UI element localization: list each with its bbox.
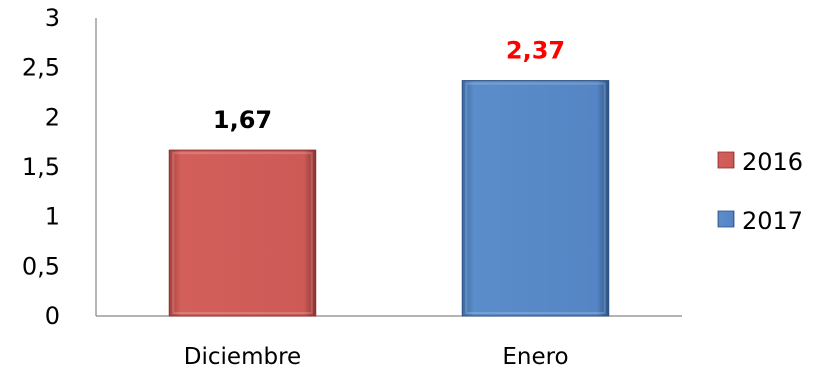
y-tick-label: 0,5 bbox=[22, 252, 60, 280]
x-tick-labels: Diciembre Enero bbox=[184, 344, 569, 370]
y-tick-label: 2 bbox=[45, 103, 60, 131]
x-tick-label: Enero bbox=[502, 344, 568, 370]
y-tick-label: 2,5 bbox=[22, 54, 60, 82]
bars bbox=[168, 80, 610, 317]
legend-label-2016: 2016 bbox=[742, 148, 803, 176]
y-tick-label: 3 bbox=[45, 4, 60, 32]
legend: 2016 2017 bbox=[717, 148, 803, 235]
y-tick-labels: 0 0,5 1 1,5 2 2,5 3 bbox=[22, 4, 60, 330]
legend-swatch-2016 bbox=[717, 151, 735, 169]
bar-highlight bbox=[172, 152, 313, 314]
bar-highlight bbox=[465, 82, 606, 314]
data-label: 2,37 bbox=[506, 37, 565, 65]
legend-label-2017: 2017 bbox=[742, 207, 803, 235]
bar-2017-enero bbox=[461, 80, 610, 317]
bar-2016-diciembre bbox=[168, 149, 317, 317]
y-tick-label: 1 bbox=[45, 203, 60, 231]
y-tick-label: 1,5 bbox=[22, 153, 60, 181]
x-tick-label: Diciembre bbox=[184, 344, 301, 370]
data-labels: 1,67 2,37 bbox=[213, 37, 565, 135]
legend-swatch-2017 bbox=[717, 210, 735, 228]
data-label: 1,67 bbox=[213, 106, 272, 134]
y-tick-label: 0 bbox=[45, 302, 60, 330]
